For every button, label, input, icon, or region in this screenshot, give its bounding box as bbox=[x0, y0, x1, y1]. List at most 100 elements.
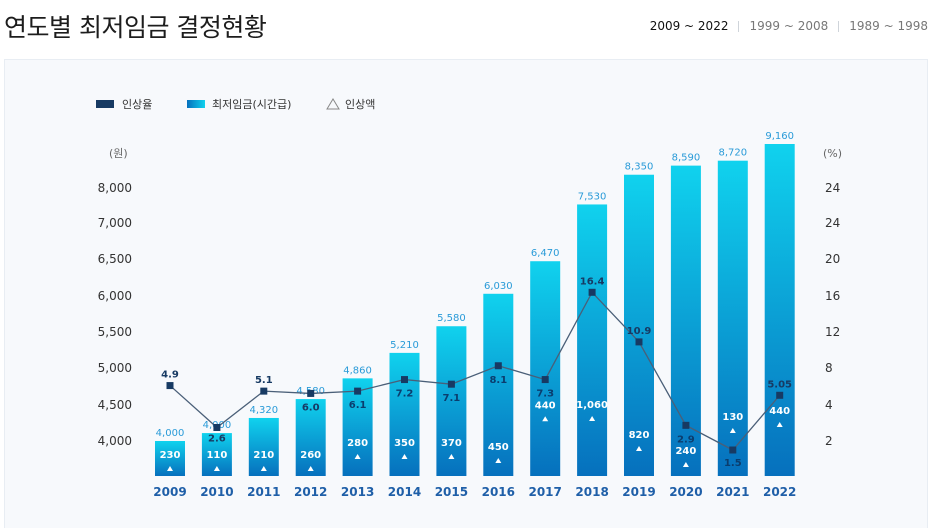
rate-value-label: 7.3 bbox=[536, 389, 554, 400]
legend-rate-swatch bbox=[96, 100, 114, 108]
x-tick-label: 2009 bbox=[153, 485, 186, 499]
increase-amount-label: 210 bbox=[253, 450, 274, 461]
x-tick-label: 2022 bbox=[763, 485, 796, 499]
y-left-tick: 7,000 bbox=[98, 216, 132, 230]
x-tick-label: 2011 bbox=[247, 485, 280, 499]
y-right-unit: (%) bbox=[823, 147, 842, 160]
x-tick-label: 2014 bbox=[388, 485, 421, 499]
bar-value-label: 6,030 bbox=[484, 281, 513, 292]
rate-point bbox=[635, 338, 643, 346]
increase-amount-label: 820 bbox=[629, 430, 650, 441]
tab-1989-1998[interactable]: 1989 ~ 1998 bbox=[849, 19, 928, 33]
rate-value-label: 6.1 bbox=[349, 400, 367, 411]
legend-increase-triangle-icon bbox=[326, 98, 340, 110]
increase-triangle-icon bbox=[495, 458, 502, 463]
x-tick-label: 2010 bbox=[200, 485, 233, 499]
y-right-tick: 24 bbox=[825, 181, 840, 195]
rate-point bbox=[682, 421, 690, 429]
x-tick-label: 2018 bbox=[575, 485, 608, 499]
increase-amount-label: 240 bbox=[675, 446, 696, 457]
bar-2013 bbox=[342, 378, 373, 476]
legend-increase-label: 인상액 bbox=[345, 98, 375, 111]
increase-amount-label: 280 bbox=[347, 438, 368, 449]
increase-amount-label: 440 bbox=[535, 400, 556, 411]
increase-amount-label: 130 bbox=[722, 412, 743, 423]
y-right-tick: 24 bbox=[825, 216, 840, 230]
y-left-tick: 5,000 bbox=[98, 361, 132, 375]
rate-value-label: 2.6 bbox=[208, 434, 226, 445]
x-tick-label: 2012 bbox=[294, 485, 327, 499]
bar-value-label: 8,590 bbox=[672, 153, 701, 164]
bar-2017 bbox=[530, 261, 561, 476]
tab-divider bbox=[838, 20, 840, 32]
y-left-tick: 6,500 bbox=[98, 252, 132, 266]
increase-triangle-icon bbox=[167, 466, 173, 471]
increase-triangle-icon bbox=[260, 466, 267, 471]
y-right-tick: 8 bbox=[825, 361, 833, 375]
rate-value-label: 6.0 bbox=[302, 402, 320, 413]
bar-2021 bbox=[717, 160, 748, 477]
bar-2019 bbox=[624, 174, 654, 477]
y-right-tick: 2 bbox=[825, 434, 833, 448]
increase-triangle-icon bbox=[636, 446, 642, 451]
rate-point bbox=[354, 387, 362, 395]
increase-amount-label: 230 bbox=[160, 450, 181, 461]
legend-wage-label: 최저임금(시간급) bbox=[212, 98, 291, 111]
increase-amount-label: 260 bbox=[300, 450, 321, 461]
bar-value-label: 5,580 bbox=[437, 313, 466, 324]
increase-amount-label: 370 bbox=[441, 438, 462, 449]
y-left-unit: (원) bbox=[109, 147, 128, 160]
rate-value-label: 10.9 bbox=[627, 326, 652, 337]
bar-value-label: 9,160 bbox=[765, 131, 794, 142]
rate-point bbox=[447, 380, 455, 388]
increase-amount-label: 110 bbox=[206, 450, 227, 461]
rate-point bbox=[776, 391, 784, 399]
rate-point bbox=[729, 446, 737, 454]
rate-value-label: 5.1 bbox=[255, 375, 273, 386]
rate-value-label: 7.1 bbox=[443, 393, 461, 404]
increase-triangle-icon bbox=[448, 454, 455, 459]
y-right-tick: 20 bbox=[825, 252, 840, 266]
increase-triangle-icon bbox=[401, 454, 408, 459]
rate-point bbox=[588, 288, 596, 296]
period-tabs: 2009 ~ 2022 1999 ~ 2008 1989 ~ 1998 bbox=[650, 19, 928, 33]
bar-value-label: 6,470 bbox=[531, 248, 560, 259]
rate-line bbox=[169, 291, 781, 451]
rate-value-label: 1.5 bbox=[724, 458, 742, 469]
y-left-tick: 4,500 bbox=[98, 398, 132, 412]
increase-triangle-icon bbox=[682, 462, 689, 467]
y-right-tick: 4 bbox=[825, 398, 833, 412]
rate-point bbox=[260, 387, 268, 395]
bar-2012 bbox=[295, 399, 326, 476]
increase-triangle-icon bbox=[542, 416, 549, 422]
x-tick-label: 2016 bbox=[482, 485, 515, 499]
bar-value-label: 7,530 bbox=[578, 191, 607, 202]
bar-value-label: 5,210 bbox=[390, 340, 419, 351]
increase-triangle-icon bbox=[213, 466, 220, 471]
bar-value-label: 4,860 bbox=[343, 365, 372, 376]
bar-value-label: 4,000 bbox=[156, 428, 185, 439]
tab-1999-2008[interactable]: 1999 ~ 2008 bbox=[749, 19, 829, 33]
bar-2015 bbox=[436, 326, 467, 476]
rate-value-label: 5.05 bbox=[767, 379, 792, 390]
y-right-tick: 12 bbox=[825, 325, 840, 339]
y-right-tick: 16 bbox=[825, 289, 840, 303]
y-left-tick: 6,000 bbox=[98, 289, 132, 303]
tab-2009-2022[interactable]: 2009 ~ 2022 bbox=[649, 19, 729, 33]
bar-value-label: 4,320 bbox=[249, 405, 278, 416]
y-left-tick: 8,000 bbox=[98, 181, 132, 195]
increase-amount-label: 450 bbox=[488, 442, 509, 453]
increase-triangle-icon bbox=[729, 428, 736, 433]
x-tick-label: 2017 bbox=[528, 485, 561, 499]
bar-2020 bbox=[670, 165, 701, 476]
rate-point bbox=[541, 376, 549, 384]
x-tick-label: 2013 bbox=[341, 485, 374, 499]
rate-value-label: 7.2 bbox=[396, 389, 414, 400]
minimum-wage-chart: 인상율 최저임금(시간급) 인상액 (원) (%) 8,000 7,000 6,500 6,00… bbox=[96, 98, 842, 499]
rate-value-label: 8.1 bbox=[489, 375, 507, 386]
rate-value-label: 2.9 bbox=[677, 434, 695, 445]
bar-value-label: 8,350 bbox=[625, 162, 654, 173]
rate-value-label: 4.9 bbox=[161, 370, 179, 381]
x-tick-label: 2021 bbox=[716, 485, 749, 499]
rate-point bbox=[213, 424, 221, 431]
